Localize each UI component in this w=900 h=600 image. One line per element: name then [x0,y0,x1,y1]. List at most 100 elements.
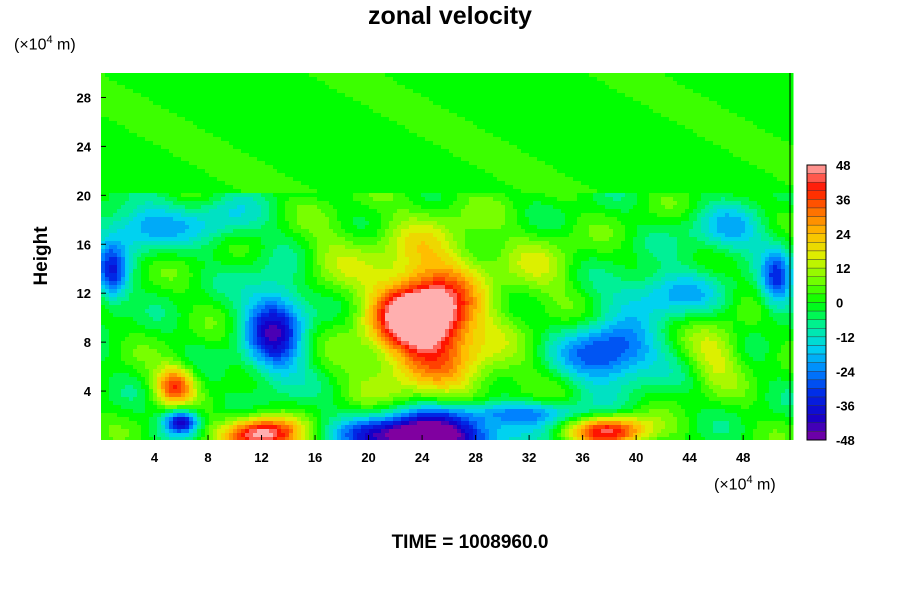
heatmap-cell [273,133,278,138]
heatmap-cell [657,177,662,182]
heatmap-cell [273,109,278,114]
heatmap-cell [645,169,650,174]
heatmap-cell [501,105,506,110]
heatmap-cell [565,97,570,102]
heatmap-cell [237,113,242,118]
heatmap-cell [513,101,518,106]
heatmap-cell [361,117,366,122]
heatmap-cell [729,77,734,82]
heatmap-cell [457,169,462,174]
heatmap-cell [409,129,414,134]
heatmap-cell [457,101,462,106]
heatmap-cell [357,157,362,162]
heatmap-cell [281,173,286,178]
heatmap-cell [373,177,378,182]
heatmap-cell [517,153,522,158]
heatmap-cell [125,81,130,86]
heatmap-cell [741,93,746,98]
heatmap-cell [237,173,242,178]
heatmap-cell [629,129,634,134]
heatmap-cell [417,185,422,190]
heatmap-cell [661,129,666,134]
heatmap-cell [769,133,774,138]
heatmap-cell [421,89,426,94]
heatmap-cell [417,73,422,78]
heatmap-cell [425,89,430,94]
heatmap-cell [621,129,626,134]
heatmap-cell [345,81,350,86]
heatmap-cell [697,177,702,182]
heatmap-cell [265,141,270,146]
heatmap-cell [497,105,502,110]
heatmap-cell [281,113,286,118]
heatmap-cell [229,93,234,98]
heatmap-cell [245,101,250,106]
heatmap-cell [769,81,774,86]
heatmap-cell [233,89,238,94]
heatmap-cell [285,129,290,134]
heatmap-cell [437,81,442,86]
heatmap-cell [249,113,254,118]
heatmap-cell [409,169,414,174]
heatmap-cell [569,121,574,126]
heatmap-cell [485,153,490,158]
heatmap-cell [189,97,194,102]
heatmap-cell [673,89,678,94]
heatmap-cell [289,157,294,162]
heatmap-cell [629,181,634,186]
heatmap-cell [665,145,670,150]
heatmap-cell [649,165,654,170]
heatmap-cell [673,113,678,118]
heatmap-cell [285,73,290,78]
heatmap-cell [405,105,410,110]
heatmap-cell [241,121,246,126]
heatmap-cell [665,149,670,154]
heatmap-cell [565,173,570,178]
heatmap-cell [441,97,446,102]
heatmap-cell [673,81,678,86]
heatmap-cell [569,129,574,134]
heatmap-cell [241,93,246,98]
heatmap-cell [129,133,134,138]
heatmap-cell [589,173,594,178]
heatmap-cell [193,85,198,90]
heatmap-cell [513,133,518,138]
heatmap-cell [653,125,658,130]
heatmap-cell [433,97,438,102]
heatmap-cell [581,113,586,118]
heatmap-cell [249,105,254,110]
heatmap-cell [153,81,158,86]
heatmap-cell [377,89,382,94]
heatmap-cell [657,101,662,106]
heatmap-cell [637,117,642,122]
heatmap-cell [765,121,770,126]
heatmap-cell [617,101,622,106]
heatmap-cell [373,101,378,106]
heatmap-cell [317,101,322,106]
heatmap-cell [145,125,150,130]
heatmap-cell [129,121,134,126]
heatmap-cell [493,89,498,94]
heatmap-cell [457,121,462,126]
heatmap-cell [525,145,530,150]
heatmap-cell [145,149,150,154]
heatmap-cell [629,117,634,122]
heatmap-cell [429,169,434,174]
heatmap-cell [449,89,454,94]
heatmap-cell [193,125,198,130]
heatmap-cell [237,125,242,130]
heatmap-cell [165,81,170,86]
heatmap-cell [717,169,722,174]
heatmap-cell [477,81,482,86]
heatmap-cell [613,121,618,126]
heatmap-cell [525,113,530,118]
heatmap-cell [541,169,546,174]
heatmap-cell [525,165,530,170]
heatmap-cell [481,81,486,86]
heatmap-cell [209,81,214,86]
heatmap-cell [541,105,546,110]
heatmap-cell [561,185,566,190]
heatmap-cell [493,113,498,118]
heatmap-cell [433,113,438,118]
heatmap-cell [533,181,538,186]
